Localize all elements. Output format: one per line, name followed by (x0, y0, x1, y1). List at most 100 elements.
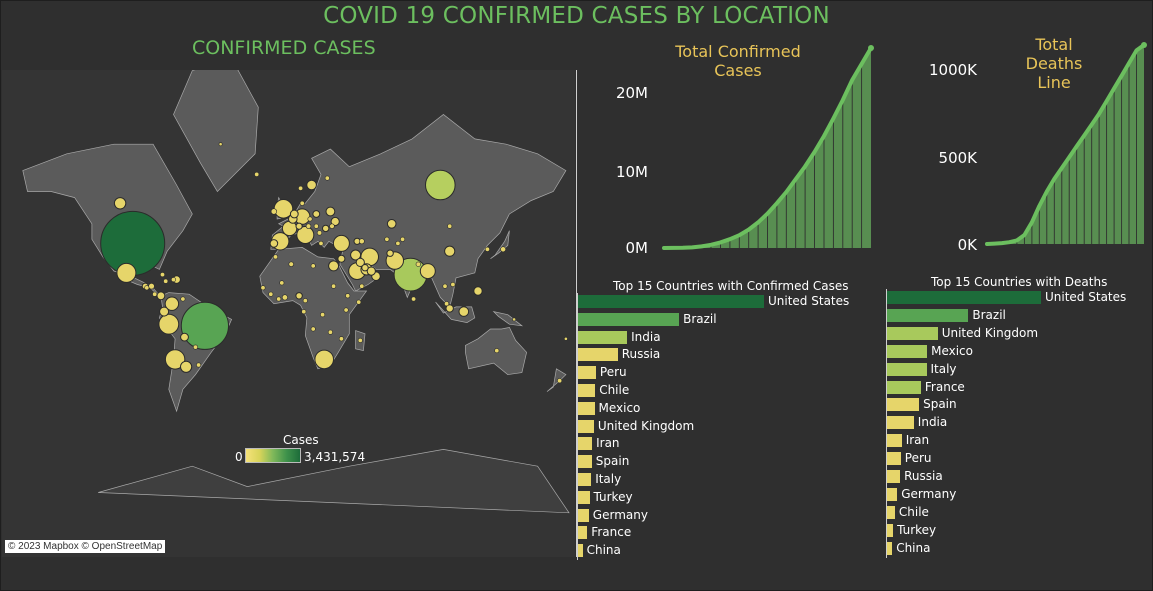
bar[interactable] (887, 380, 921, 394)
world-map[interactable] (2, 70, 575, 557)
confirmed-line[interactable] (662, 46, 873, 250)
map-bubble[interactable] (386, 219, 397, 229)
map-bubble[interactable] (343, 307, 349, 313)
map-bubble[interactable] (484, 246, 490, 252)
bar[interactable] (887, 470, 901, 483)
map-bubble[interactable] (312, 210, 321, 218)
map-bubbles[interactable] (100, 142, 568, 384)
map-bubble[interactable] (180, 296, 186, 302)
map-bubble[interactable] (254, 171, 260, 177)
map-bubble[interactable] (310, 263, 316, 269)
bar[interactable] (887, 541, 893, 555)
bar[interactable] (887, 398, 920, 412)
map-bubble[interactable] (164, 349, 186, 370)
map-bubble[interactable] (218, 142, 223, 147)
bar[interactable] (578, 295, 764, 308)
bar[interactable] (578, 473, 592, 486)
map-bubble[interactable] (322, 224, 330, 233)
bar[interactable] (887, 505, 895, 519)
map-bubble[interactable] (298, 185, 304, 191)
bar[interactable] (887, 416, 914, 430)
map-bubble[interactable] (324, 175, 330, 181)
bar[interactable] (578, 544, 583, 558)
bar[interactable] (887, 434, 902, 448)
map-bubble[interactable] (366, 266, 376, 276)
map-bubble[interactable] (299, 200, 305, 206)
map-bubble[interactable] (313, 223, 319, 229)
map-bubble[interactable] (337, 254, 346, 263)
map-bubble[interactable] (325, 206, 336, 217)
map-bubble[interactable] (276, 296, 282, 302)
map-bubble[interactable] (302, 298, 308, 304)
map-bubble[interactable] (338, 336, 344, 342)
bar[interactable] (578, 437, 593, 451)
map-bubble[interactable] (164, 296, 180, 311)
map-bubble[interactable] (415, 261, 421, 267)
map-bubble[interactable] (330, 216, 340, 227)
confirmed-line-chart[interactable] (660, 40, 880, 255)
map-bubble[interactable] (500, 246, 506, 253)
map-bubble[interactable] (557, 378, 563, 384)
bar[interactable] (887, 523, 894, 537)
map-bubble[interactable] (442, 283, 448, 289)
deaths-line-chart[interactable] (984, 40, 1149, 250)
map-bubble[interactable] (359, 283, 365, 289)
map-bubble[interactable] (288, 261, 294, 267)
map-bubble[interactable] (159, 306, 170, 317)
deaths-end-point[interactable] (1141, 42, 1147, 48)
map-bubble[interactable] (116, 262, 137, 283)
bar[interactable] (578, 419, 594, 433)
map-bubble[interactable] (512, 317, 516, 322)
map-bubble[interactable] (564, 336, 568, 341)
bar[interactable] (578, 312, 680, 326)
map-bubble[interactable] (301, 309, 307, 315)
map-bubble[interactable] (327, 329, 333, 335)
deaths-line[interactable] (985, 43, 1146, 246)
map-bubble[interactable] (163, 278, 169, 284)
map-bubble[interactable] (356, 299, 362, 305)
map-bubble[interactable] (450, 282, 456, 288)
map-bubble[interactable] (328, 260, 340, 272)
bar[interactable] (578, 455, 592, 469)
map-bubble[interactable] (320, 312, 326, 318)
map-bubble[interactable] (395, 240, 401, 246)
map-bubble[interactable] (411, 296, 417, 302)
bar[interactable] (578, 490, 590, 504)
map-bubble[interactable] (355, 257, 365, 267)
map-bubble[interactable] (306, 179, 317, 191)
map-bubble[interactable] (160, 272, 166, 278)
map-bubble[interactable] (269, 239, 279, 248)
map-bubble[interactable] (310, 326, 316, 332)
map-bubble[interactable] (447, 223, 453, 229)
map-bubble[interactable] (305, 223, 312, 229)
map-bubble[interactable] (473, 286, 483, 296)
bar[interactable] (887, 326, 938, 340)
map-bubble[interactable] (268, 291, 274, 297)
bar[interactable] (578, 348, 618, 362)
map-bubble[interactable] (270, 208, 278, 215)
map-bubble[interactable] (400, 236, 406, 242)
bar[interactable] (887, 291, 1041, 304)
map-bubble[interactable] (180, 360, 193, 373)
map-bubble[interactable] (296, 226, 315, 244)
bar[interactable] (578, 401, 595, 415)
bar[interactable] (887, 308, 969, 322)
map-bubble[interactable] (144, 285, 150, 291)
map-bubble[interactable] (318, 240, 324, 246)
bar[interactable] (578, 508, 589, 522)
map-bubble[interactable] (180, 332, 189, 342)
map-bubble[interactable] (329, 223, 335, 229)
bar[interactable] (578, 526, 588, 540)
bar[interactable] (887, 452, 901, 466)
map-bubble[interactable] (260, 285, 266, 291)
bar[interactable] (578, 366, 596, 380)
map-bubble[interactable] (279, 280, 285, 286)
map-bubble[interactable] (156, 291, 166, 301)
map-bubble[interactable] (445, 304, 454, 313)
map-bubble[interactable] (494, 348, 500, 354)
map-bubble[interactable] (307, 216, 313, 222)
map-bubble[interactable] (361, 264, 369, 272)
confirmed-end-point[interactable] (868, 45, 874, 51)
map-bubble[interactable] (295, 222, 303, 230)
map-bubble[interactable] (345, 293, 351, 299)
